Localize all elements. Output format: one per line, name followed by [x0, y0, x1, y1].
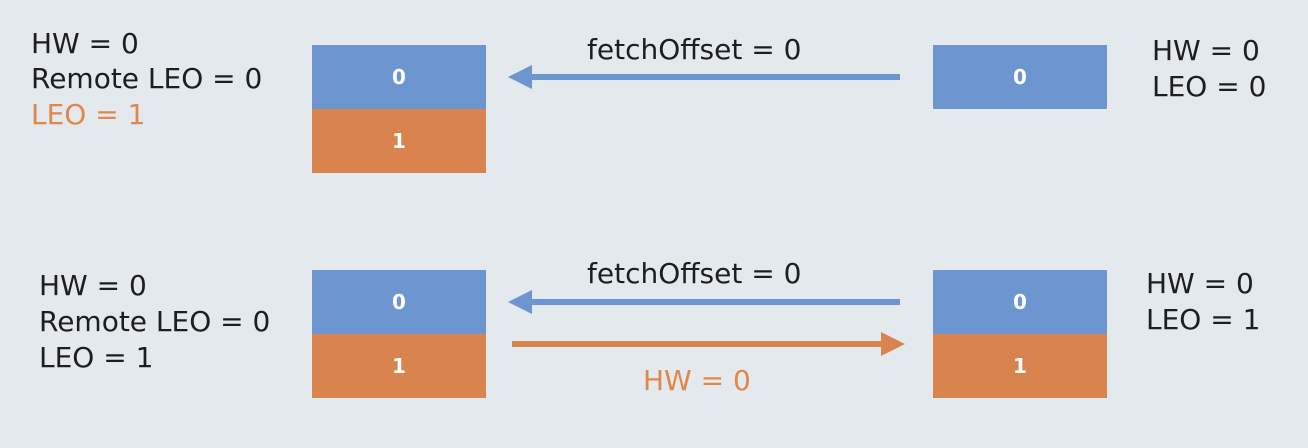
- bottom-leader-hw: HW = 0: [39, 269, 147, 302]
- top-leader-hw: HW = 0: [31, 27, 139, 60]
- bottom-follower-log-entry-0: 0: [933, 270, 1107, 334]
- top-leader-log-entry-1: 1: [312, 109, 486, 173]
- top-follower-log-entry-0: 0: [933, 45, 1107, 109]
- top-follower-hw: HW = 0: [1152, 34, 1260, 67]
- top-fetch-offset-label: fetchOffset = 0: [587, 33, 802, 66]
- bottom-response-arrow: [512, 332, 905, 356]
- top-follower-leo: LEO = 0: [1152, 70, 1267, 103]
- bottom-fetch-offset-label: fetchOffset = 0: [587, 257, 802, 290]
- bottom-follower-leo: LEO = 1: [1146, 303, 1261, 336]
- top-leader-remote-leo: Remote LEO = 0: [31, 62, 263, 95]
- bottom-follower-log-entry-1: 1: [933, 334, 1107, 398]
- bottom-fetch-arrow: [508, 290, 900, 314]
- top-fetch-arrow: [508, 65, 900, 89]
- bottom-leader-remote-leo: Remote LEO = 0: [39, 305, 271, 338]
- top-leader-log-entry-0: 0: [312, 45, 486, 109]
- top-leader-leo: LEO = 1: [31, 98, 146, 131]
- bottom-leader-log-entry-1: 1: [312, 334, 486, 398]
- bottom-hw-response-label: HW = 0: [643, 364, 751, 397]
- bottom-leader-log-entry-0: 0: [312, 270, 486, 334]
- bottom-leader-leo: LEO = 1: [39, 341, 154, 374]
- bottom-follower-hw: HW = 0: [1146, 267, 1254, 300]
